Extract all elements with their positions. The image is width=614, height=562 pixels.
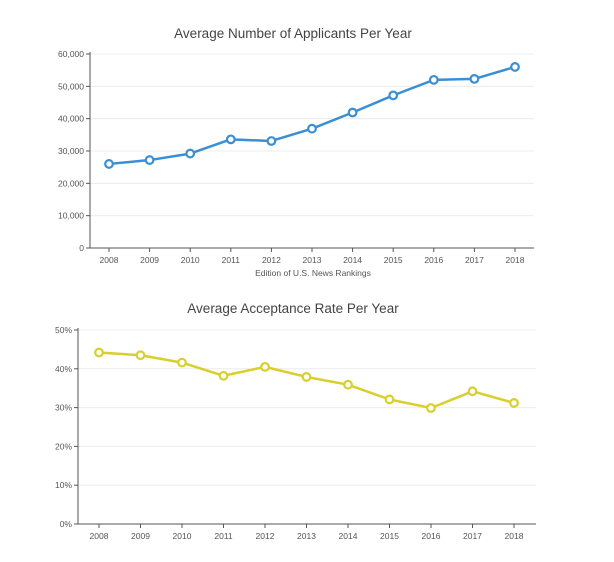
y-tick-label: 50% [55,325,72,335]
x-tick-label: 2018 [506,255,525,265]
x-tick-label: 2018 [505,531,524,541]
y-tick-label: 20% [55,441,72,451]
x-tick-label: 2015 [380,531,399,541]
data-point [509,398,519,408]
x-tick-label: 2012 [262,255,281,265]
data-point [225,134,236,145]
x-tick-label: 2013 [303,255,322,265]
x-tick-label: 2011 [214,531,233,541]
x-tick-label: 2008 [100,255,119,265]
x-tick-label: 2014 [339,531,358,541]
y-tick-label: 20,000 [58,178,84,188]
data-point [144,155,155,165]
data-point [388,90,399,101]
y-tick-label: 50,000 [58,81,84,91]
x-tick-label: 2017 [463,531,482,541]
data-point [307,123,317,134]
x-tick-label: 2014 [343,255,362,265]
x-tick-label: 2016 [424,255,443,265]
data-point [469,73,480,84]
y-tick-label: 30,000 [58,146,84,156]
x-tick-label: 2015 [384,255,403,265]
x-tick-label: 2009 [140,255,159,265]
x-axis-label: Edition of U.S. News Rankings [255,268,371,278]
x-tick-label: 2012 [256,531,275,541]
data-point [426,403,436,413]
x-tick-label: 2017 [465,255,484,265]
data-point [467,386,478,397]
chart-title: Average Number of Applicants Per Year [174,26,412,41]
data-point [343,379,353,390]
data-point [218,370,229,381]
chart-title: Average Acceptance Rate Per Year [187,301,399,316]
data-point [384,394,395,405]
x-tick-label: 2009 [131,531,150,541]
acceptance-rate-chart: Average Acceptance Rate Per Year 0% 10% 20… [55,301,536,541]
x-tick-label: 2008 [90,531,109,541]
applicants-chart: Average Number of Applicants Per Year Ed… [58,26,534,278]
data-point [428,74,439,85]
x-tick-label: 2016 [422,531,441,541]
data-point [260,361,270,372]
data-point [185,148,196,159]
data-point [301,372,312,382]
x-tick-label: 2010 [181,255,200,265]
y-tick-label: 40,000 [58,114,84,124]
y-tick-label: 40% [55,364,72,374]
data-point [347,107,358,118]
y-tick-label: 0 [79,243,84,253]
data-point [177,357,187,368]
x-tick-label: 2010 [173,531,192,541]
data-point [104,159,114,169]
x-tick-label: 2011 [222,255,241,265]
y-tick-label: 10% [55,480,72,490]
data-point [510,62,520,72]
y-tick-label: 0% [60,519,73,529]
y-tick-label: 30% [55,403,72,413]
series-line [108,65,516,166]
y-tick-label: 10,000 [58,211,84,221]
data-point [135,350,146,361]
data-point [266,136,277,146]
data-point [94,347,104,358]
x-tick-label: 2013 [297,531,316,541]
y-tick-label: 60,000 [58,49,84,59]
